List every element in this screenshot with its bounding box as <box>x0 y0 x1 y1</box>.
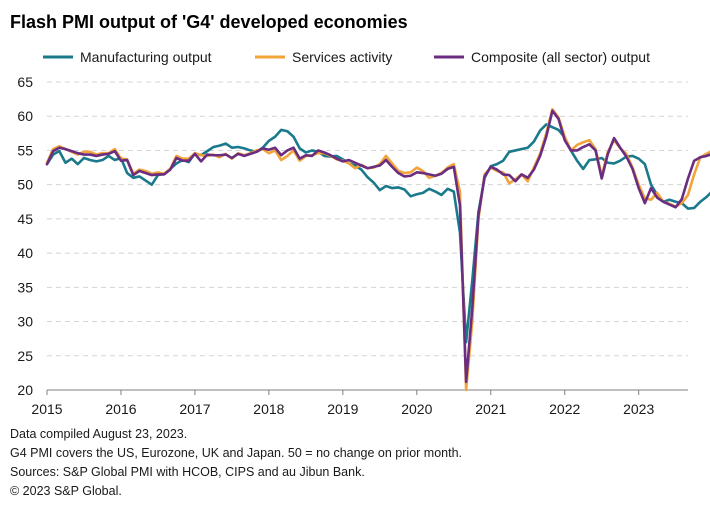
legend-label-manufacturing: Manufacturing output <box>80 49 212 65</box>
note-copyright: © 2023 S&P Global. <box>10 484 122 498</box>
note-coverage: G4 PMI covers the US, Eurozone, UK and J… <box>10 446 462 460</box>
y-tick-label: 45 <box>17 211 33 227</box>
x-tick-label: 2016 <box>105 401 136 417</box>
x-tick-label: 2018 <box>253 401 284 417</box>
y-tick-label: 30 <box>17 314 33 330</box>
legend-label-composite: Composite (all sector) output <box>471 49 650 65</box>
x-tick-label: 2021 <box>475 401 506 417</box>
gridlines <box>47 81 688 357</box>
x-axis: 2015 2016 2017 2018 2019 2020 2021 2022 2023 <box>31 389 688 417</box>
footnotes: Data compiled August 23, 2023. G4 PMI co… <box>10 427 462 498</box>
y-tick-label: 55 <box>17 142 33 158</box>
note-sources: Sources: S&P Global PMI with HCOB, CIPS … <box>10 465 365 479</box>
note-data-compiled: Data compiled August 23, 2023. <box>10 427 187 441</box>
x-tick-label: 2020 <box>401 401 432 417</box>
x-tick-label: 2015 <box>31 401 62 417</box>
legend-label-services: Services activity <box>292 49 392 65</box>
y-tick-label: 20 <box>17 382 33 398</box>
x-tick-label: 2017 <box>179 401 210 417</box>
y-tick-label: 40 <box>17 245 33 261</box>
y-tick-label: 60 <box>17 108 33 124</box>
x-tick-label: 2022 <box>549 401 580 417</box>
y-tick-label: 25 <box>17 348 33 364</box>
chart-title: Flash PMI output of 'G4' developed econo… <box>10 12 408 32</box>
y-tick-label: 35 <box>17 279 33 295</box>
series-lines <box>45 108 710 392</box>
x-tick-label: 2019 <box>327 401 358 417</box>
series-line-manufacturing-output <box>45 123 710 344</box>
legend: Manufacturing output Services activity C… <box>43 49 650 65</box>
series-line-services-activity <box>45 108 710 392</box>
y-axis: 20 25 30 35 40 45 50 55 60 65 <box>17 74 33 398</box>
y-tick-label: 50 <box>17 177 33 193</box>
x-tick-label: 2023 <box>623 401 654 417</box>
series-line-composite-all-sector-output <box>45 109 710 384</box>
y-tick-label: 65 <box>17 74 33 90</box>
